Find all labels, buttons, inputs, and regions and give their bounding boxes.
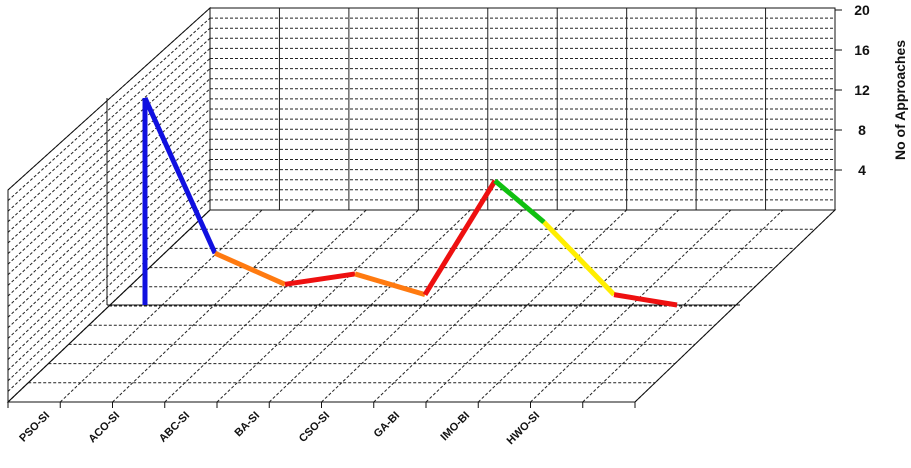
series-segment — [213, 250, 287, 287]
left-wall-gridline — [7, 128, 211, 318]
x-category-label: ABC-SI — [157, 410, 192, 445]
series-segment — [613, 292, 678, 308]
left-wall-gridline — [7, 88, 211, 276]
left-wall-gridline — [7, 179, 211, 371]
left-wall-gridline — [7, 149, 211, 339]
left-wall-gridline — [7, 27, 211, 212]
left-wall-gridline — [7, 58, 211, 244]
left-wall-gridline — [7, 78, 211, 265]
left-wall-gridline — [7, 118, 211, 307]
x-category-label: HWO-SI — [505, 410, 542, 447]
y-tick-label: 4 — [858, 162, 866, 178]
left-wall-gridline — [7, 37, 211, 223]
floor-gridline — [425, 209, 628, 403]
x-category-label: PSO-SI — [17, 410, 52, 445]
x-category-label: ACO-SI — [86, 410, 122, 446]
y-axis-ticks: 4 8 12 16 20 — [835, 2, 870, 178]
floor-gridline — [530, 209, 732, 403]
series-segment — [284, 271, 356, 287]
left-wall-gridline — [7, 189, 211, 382]
x-category-label: CSO-SI — [297, 410, 332, 445]
floor-gridline — [321, 209, 523, 403]
y-axis-title: No of Approaches — [892, 40, 908, 160]
x-category-label: BA-SI — [232, 410, 262, 440]
y-tick-label: 8 — [858, 122, 866, 138]
x-axis-categories: PSO-SI ACO-SI ABC-SI BA-SI CSO-SI GA-BI IMO-BI… — [17, 410, 542, 447]
floor-gridline — [112, 209, 315, 403]
series-segment — [493, 178, 546, 225]
left-wall-gridline — [7, 169, 211, 360]
x-category-label: IMO-BI — [439, 410, 473, 444]
x-category-label: GA-BI — [372, 410, 403, 441]
left-wall-gridline — [7, 98, 211, 286]
series-segment — [354, 271, 426, 298]
left-wall-gridline — [7, 17, 211, 201]
series-lines — [142, 96, 678, 308]
left-wall-gridline — [7, 159, 211, 350]
floor-gridline — [216, 209, 419, 403]
y-tick-label: 12 — [854, 82, 870, 98]
floor-gridline — [477, 209, 680, 403]
floor-gridline — [268, 209, 471, 403]
series-segment — [422, 179, 498, 296]
y-tick-label: 16 — [854, 42, 870, 58]
y-tick-label: 20 — [854, 2, 870, 18]
floor-gridline — [164, 209, 367, 403]
floor-gridline — [59, 209, 263, 403]
floor-gridline — [582, 209, 784, 403]
floor-gridline — [373, 209, 575, 403]
left-wall-gridline — [7, 68, 211, 254]
chart-walls — [6, 6, 837, 408]
left-wall-gridline — [7, 48, 211, 233]
series-segment — [542, 220, 616, 297]
left-wall-gridline — [7, 108, 211, 297]
series-segment — [142, 96, 218, 255]
left-wall-gridline — [7, 199, 211, 392]
left-wall-gridline — [7, 138, 211, 329]
